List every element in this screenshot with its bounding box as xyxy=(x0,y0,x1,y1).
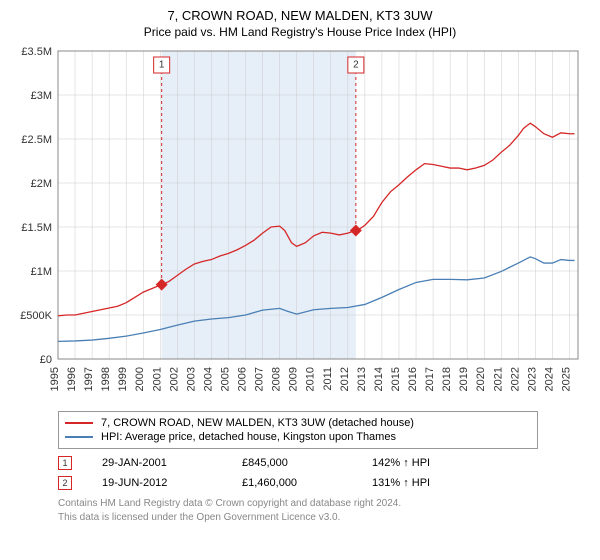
svg-text:£2M: £2M xyxy=(31,178,52,190)
legend: 7, CROWN ROAD, NEW MALDEN, KT3 3UW (deta… xyxy=(58,411,538,449)
legend-row: HPI: Average price, detached house, King… xyxy=(65,430,531,444)
svg-text:2012: 2012 xyxy=(339,367,351,391)
svg-text:£3.5M: £3.5M xyxy=(21,46,52,58)
chart-svg: £0 £500K £1M £1.5M £2M £2.5M £3M £3.5M 1995 1996 1… xyxy=(10,45,590,405)
svg-text:£1.5M: £1.5M xyxy=(21,222,52,234)
transaction-marker-box: 2 xyxy=(58,476,72,490)
transaction-date: 19-JUN-2012 xyxy=(102,477,212,489)
transaction-marker-box: 1 xyxy=(58,456,72,470)
svg-text:2005: 2005 xyxy=(219,367,231,391)
svg-text:2021: 2021 xyxy=(492,367,504,391)
svg-text:£2.5M: £2.5M xyxy=(21,134,52,146)
svg-text:2007: 2007 xyxy=(254,367,266,391)
svg-text:2011: 2011 xyxy=(322,367,334,391)
svg-text:2016: 2016 xyxy=(407,367,419,391)
svg-text:2022: 2022 xyxy=(509,367,521,391)
svg-text:2024: 2024 xyxy=(543,367,555,391)
svg-text:1998: 1998 xyxy=(100,367,112,391)
svg-text:2023: 2023 xyxy=(526,367,538,391)
transaction-price: £845,000 xyxy=(242,457,342,469)
svg-text:2017: 2017 xyxy=(424,367,436,391)
svg-text:£3M: £3M xyxy=(31,90,52,102)
svg-text:1997: 1997 xyxy=(83,367,95,391)
svg-text:2: 2 xyxy=(353,60,359,71)
svg-text:2010: 2010 xyxy=(305,367,317,391)
svg-text:1995: 1995 xyxy=(49,367,61,391)
svg-text:2008: 2008 xyxy=(271,367,283,391)
svg-text:1996: 1996 xyxy=(66,367,78,391)
svg-text:1: 1 xyxy=(159,60,165,71)
legend-label: 7, CROWN ROAD, NEW MALDEN, KT3 3UW (deta… xyxy=(101,417,414,429)
legend-row: 7, CROWN ROAD, NEW MALDEN, KT3 3UW (deta… xyxy=(65,416,531,430)
transaction-hpi: 142% ↑ HPI xyxy=(372,457,482,469)
svg-text:2000: 2000 xyxy=(134,367,146,391)
legend-swatch xyxy=(65,436,93,438)
svg-text:2025: 2025 xyxy=(560,367,572,391)
svg-text:2002: 2002 xyxy=(168,367,180,391)
svg-text:2013: 2013 xyxy=(356,367,368,391)
svg-text:2020: 2020 xyxy=(475,367,487,391)
svg-text:2006: 2006 xyxy=(237,367,249,391)
transactions-table: 1 29-JAN-2001 £845,000 142% ↑ HPI 2 19-JUN-20… xyxy=(58,453,538,493)
legend-label: HPI: Average price, detached house, King… xyxy=(101,431,396,443)
svg-text:2015: 2015 xyxy=(390,367,402,391)
transaction-date: 29-JAN-2001 xyxy=(102,457,212,469)
page-title: 7, CROWN ROAD, NEW MALDEN, KT3 3UW xyxy=(10,8,590,23)
svg-text:2003: 2003 xyxy=(185,367,197,391)
transaction-hpi: 131% ↑ HPI xyxy=(372,477,482,489)
svg-text:2009: 2009 xyxy=(288,367,300,391)
svg-text:2018: 2018 xyxy=(441,367,453,391)
svg-text:£0: £0 xyxy=(40,354,52,366)
footer-attribution: Contains HM Land Registry data © Crown c… xyxy=(58,497,590,524)
svg-text:2001: 2001 xyxy=(151,367,163,391)
page-subtitle: Price paid vs. HM Land Registry's House … xyxy=(10,25,590,39)
transaction-price: £1,460,000 xyxy=(242,477,342,489)
price-chart: £0 £500K £1M £1.5M £2M £2.5M £3M £3.5M 1995 1996 1… xyxy=(10,45,590,405)
svg-text:£500K: £500K xyxy=(20,310,52,322)
footer-line-1: Contains HM Land Registry data © Crown c… xyxy=(58,497,590,511)
svg-text:1999: 1999 xyxy=(117,367,129,391)
legend-swatch xyxy=(65,422,93,424)
svg-text:2004: 2004 xyxy=(202,367,214,391)
footer-line-2: This data is licensed under the Open Gov… xyxy=(58,511,590,525)
transaction-row: 1 29-JAN-2001 £845,000 142% ↑ HPI xyxy=(58,453,538,473)
svg-text:2014: 2014 xyxy=(373,367,385,391)
svg-text:2019: 2019 xyxy=(458,367,470,391)
svg-text:£1M: £1M xyxy=(31,266,52,278)
transaction-row: 2 19-JUN-2012 £1,460,000 131% ↑ HPI xyxy=(58,473,538,493)
